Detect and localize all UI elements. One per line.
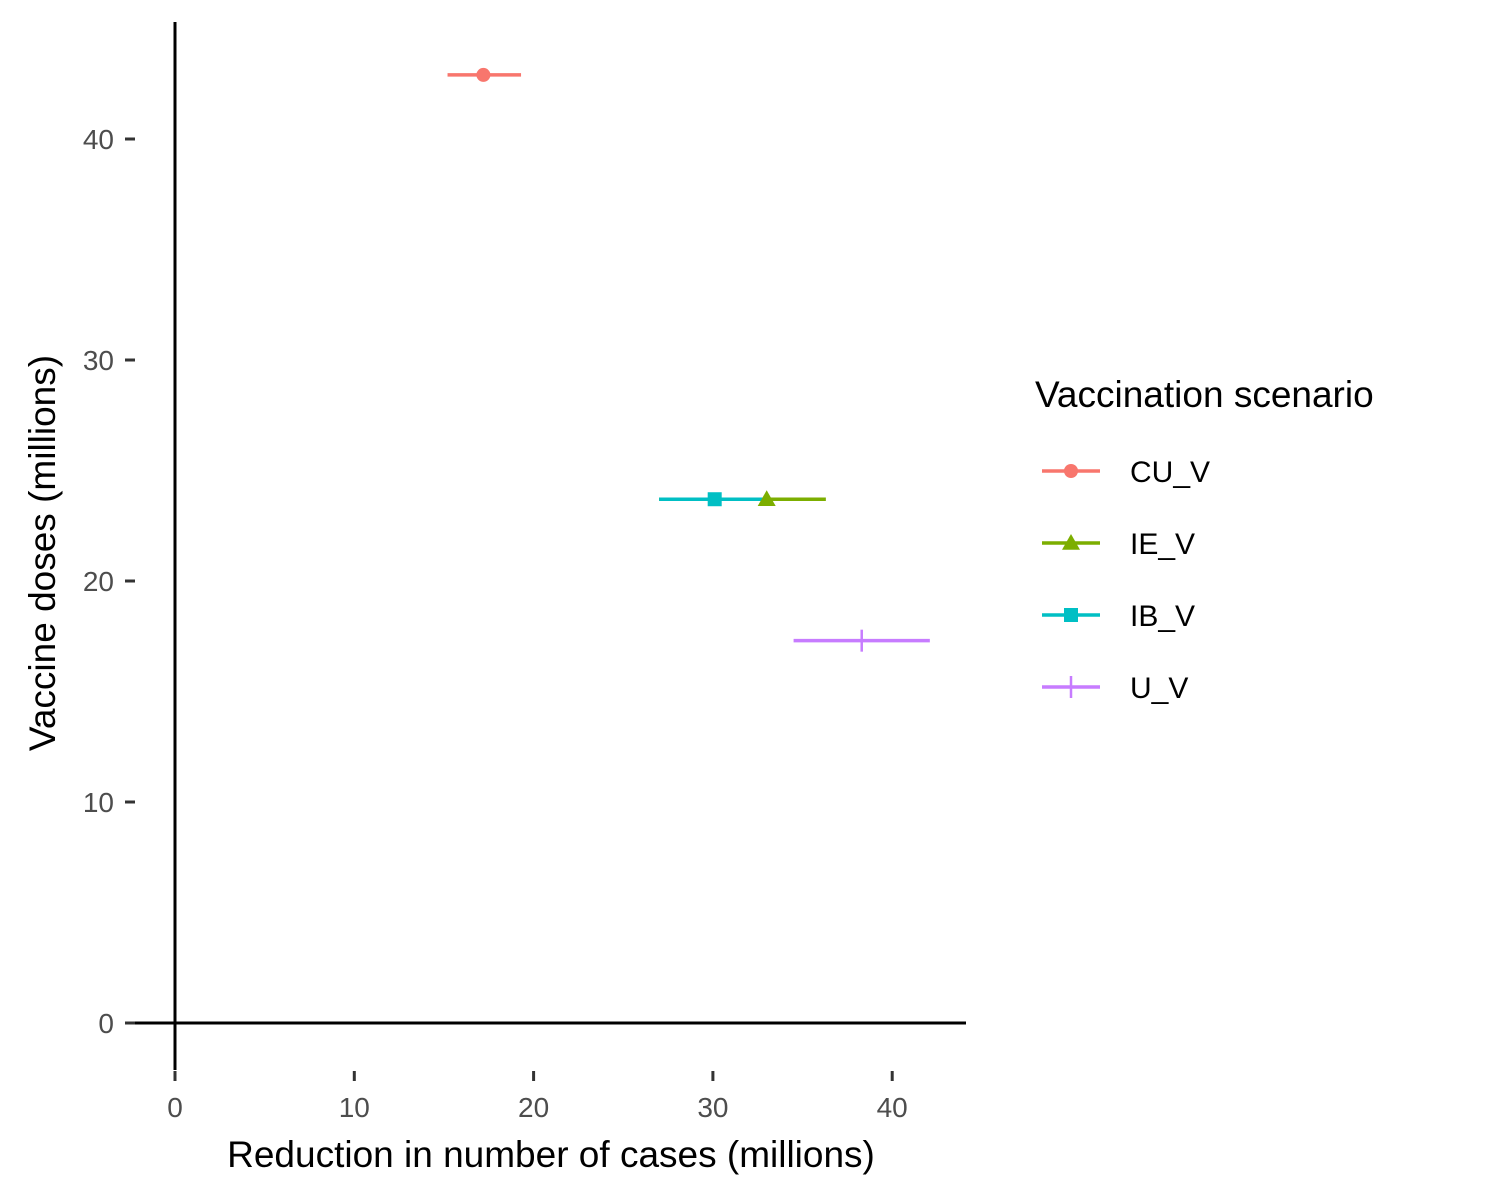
x-tick-label: 0 <box>167 1092 183 1123</box>
x-axis-title: Reduction in number of cases (millions) <box>227 1134 875 1175</box>
y-tick-label: 30 <box>83 345 114 376</box>
y-axis-title: Vaccine doses (millions) <box>22 355 63 751</box>
legend-item-cu-v: CU_V <box>1042 456 1210 489</box>
legend-label: IB_V <box>1130 600 1195 633</box>
y-tick-label: 10 <box>83 787 114 818</box>
x-tick-label: 40 <box>877 1092 908 1123</box>
legend-title: Vaccination scenario <box>1035 374 1374 415</box>
point-ib-v <box>707 492 722 507</box>
legend-label: IE_V <box>1130 528 1195 561</box>
legend-label: U_V <box>1130 672 1188 705</box>
legend-item-ib-v: IB_V <box>1042 600 1195 633</box>
y-tick-label: 20 <box>83 566 114 597</box>
point-cu-v <box>476 67 491 82</box>
point-u-v <box>851 629 872 652</box>
axes-layer: 0 10 20 30 40 0 10 20 30 40 <box>83 22 966 1123</box>
legend-item-ie-v: IE_V <box>1042 528 1195 561</box>
point-ie-v <box>757 490 776 506</box>
x-tick-label: 30 <box>697 1092 728 1123</box>
y-tick-label: 0 <box>98 1008 114 1039</box>
legend: CU_V IE_V IB_V U_V <box>1042 456 1210 705</box>
legend-key-marker <box>1061 676 1081 698</box>
legend-key-marker <box>1064 608 1078 622</box>
y-tick-label: 40 <box>83 124 114 155</box>
legend-key-marker <box>1064 464 1078 478</box>
legend-key-marker <box>1062 534 1080 550</box>
legend-item-u-v: U_V <box>1042 672 1188 705</box>
x-tick-label: 20 <box>518 1092 549 1123</box>
legend-label: CU_V <box>1130 456 1210 489</box>
marks-layer <box>447 67 930 652</box>
x-tick-label: 10 <box>339 1092 370 1123</box>
